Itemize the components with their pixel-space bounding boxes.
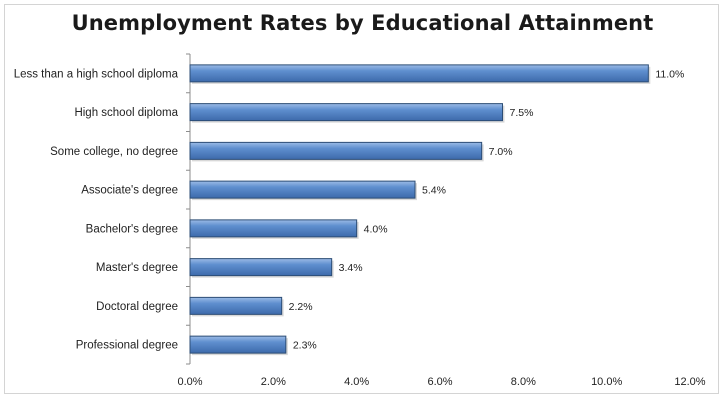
bar: [189, 141, 483, 160]
bar: [189, 296, 283, 315]
category-label: High school diploma: [74, 107, 178, 119]
labels-layer: 0.0% 2.0% 4.0% 6.0% 8.0% 10.0% 12.0% Less than …: [14, 68, 706, 388]
data-label: 5.4%: [422, 185, 446, 197]
x-tick-label: 8.0%: [511, 376, 536, 388]
x-tick-label: 10.0%: [591, 376, 622, 388]
bar: [189, 180, 416, 199]
axis-layer: [186, 53, 191, 365]
x-tick-label: 0.0%: [177, 376, 202, 388]
data-label: 7.0%: [489, 146, 513, 158]
chart-title: Unemployment Rates by Educational Attain…: [71, 11, 654, 35]
bar: [189, 103, 503, 122]
category-label: Master's degree: [96, 262, 178, 274]
bar: [189, 335, 287, 354]
x-tick-label: 12.0%: [674, 376, 705, 388]
data-label: 4.0%: [364, 223, 388, 235]
x-tick-label: 6.0%: [427, 376, 452, 388]
category-label: Less than a high school diploma: [14, 68, 179, 80]
category-label: Professional degree: [76, 340, 178, 352]
bar: [189, 258, 333, 277]
bars-layer: [189, 64, 651, 356]
bar: [189, 219, 358, 238]
data-label: 3.4%: [339, 262, 363, 274]
data-label: 2.2%: [289, 301, 313, 313]
data-label: 7.5%: [510, 107, 534, 119]
category-label: Associate's degree: [81, 185, 178, 197]
data-label: 11.0%: [655, 68, 684, 80]
category-label: Bachelor's degree: [86, 223, 178, 235]
x-tick-label: 2.0%: [261, 376, 286, 388]
data-label: 2.3%: [293, 340, 317, 352]
category-label: Some college, no degree: [50, 146, 178, 158]
x-tick-label: 4.0%: [344, 376, 369, 388]
category-label: Doctoral degree: [96, 301, 178, 313]
bar: [189, 64, 649, 83]
